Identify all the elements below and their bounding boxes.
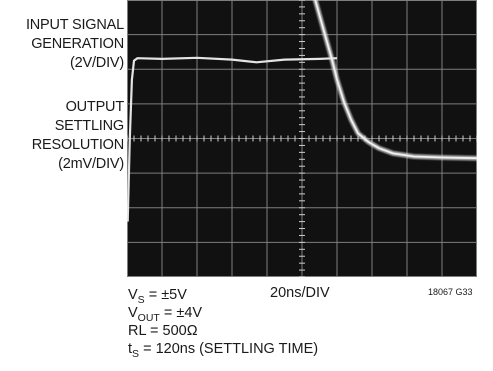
oscilloscope-screen — [127, 0, 477, 277]
output-channel-label: OUTPUT SETTLING RESOLUTION (2mV/DIV) — [32, 98, 124, 174]
graticule — [127, 0, 477, 277]
output-label-line-3: RESOLUTION — [31, 137, 124, 153]
output-label-line-4: (2mV/DIV) — [58, 156, 124, 172]
input-channel-label: INPUT SIGNAL GENERATION (2V/DIV) — [26, 16, 124, 73]
input-label-line-2: GENERATION — [31, 36, 124, 52]
input-signal-trace — [127, 56, 338, 222]
figure-id: 18067 G33 — [428, 287, 473, 297]
output-label-line-1: OUTPUT — [65, 99, 125, 115]
condition-vout: VOUT = ±4V — [128, 305, 203, 324]
output-label-line-2: SETTLING — [54, 118, 125, 134]
condition-vs: VS = ±5V — [128, 287, 187, 306]
input-label-line-1: INPUT SIGNAL — [25, 17, 124, 33]
condition-rl: RL = 500Ω — [128, 323, 198, 339]
timebase-label: 20ns/DIV — [270, 285, 330, 301]
output-settling-trace — [314, 0, 477, 160]
traces — [127, 0, 477, 222]
condition-ts: tS = 120ns (SETTLING TIME) — [128, 341, 319, 360]
input-label-line-3: (2V/DIV) — [70, 55, 124, 71]
